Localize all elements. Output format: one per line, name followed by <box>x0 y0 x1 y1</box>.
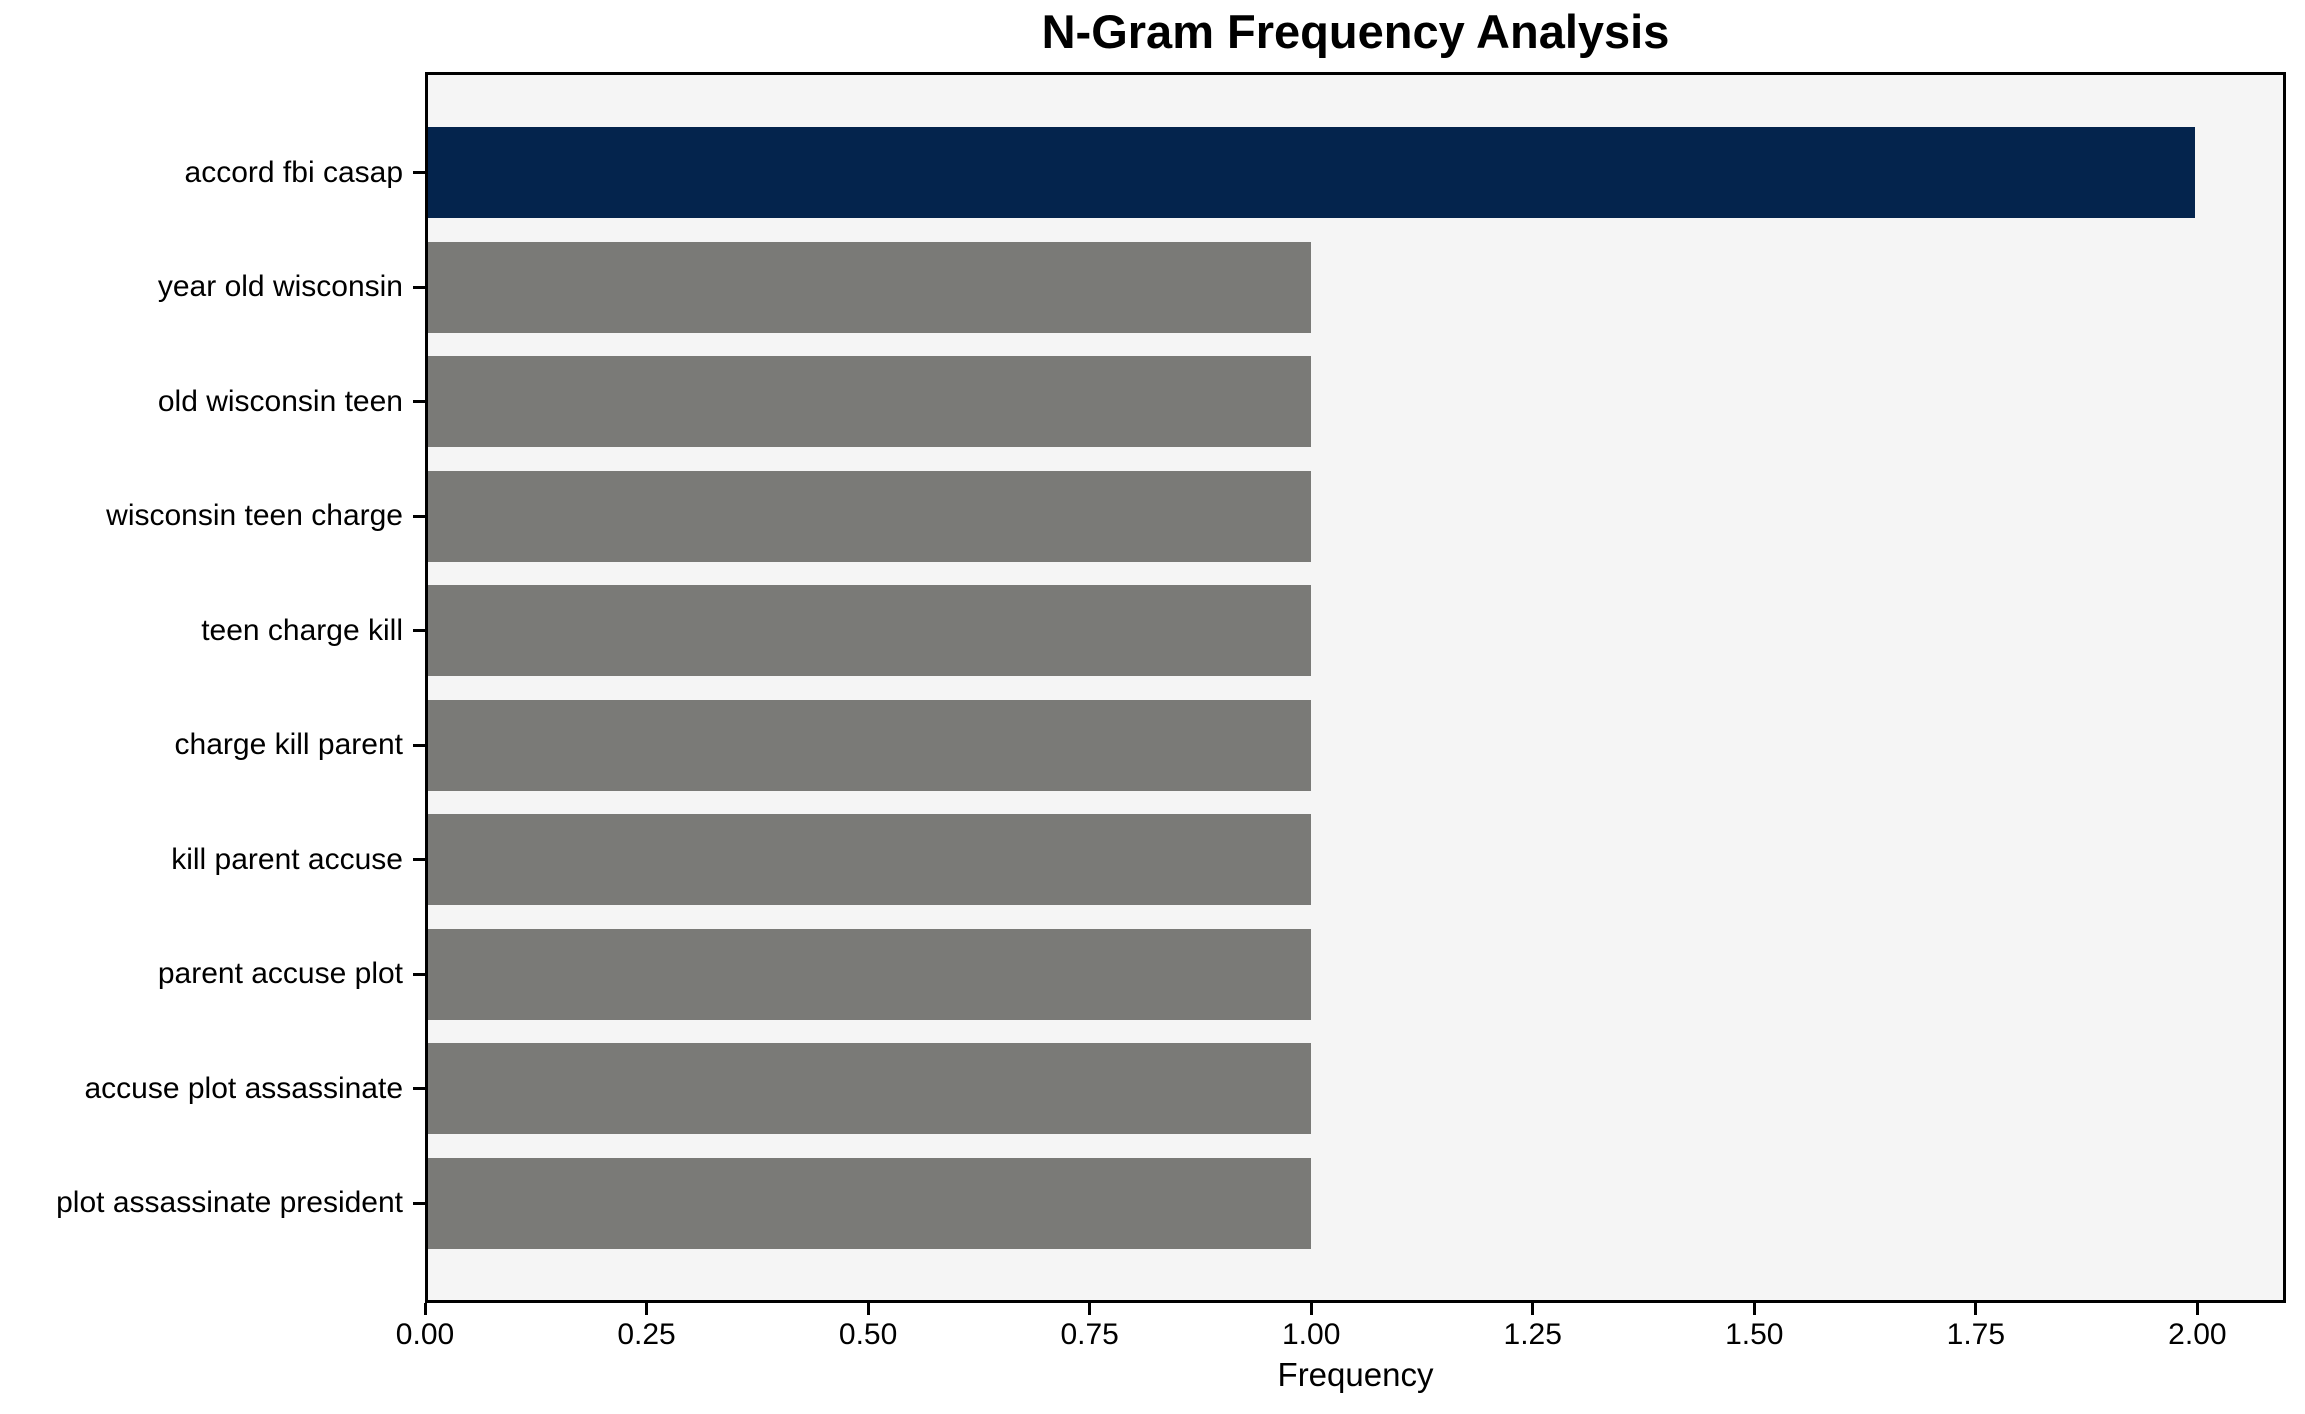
bar <box>428 1043 1311 1134</box>
x-tick-label: 1.25 <box>1503 1318 1562 1351</box>
y-tick-mark <box>413 400 425 403</box>
x-tick-label: 0.50 <box>838 1318 898 1351</box>
y-tick-mark <box>413 1201 425 1205</box>
bar <box>428 585 1311 676</box>
plot-area <box>425 72 2286 1303</box>
x-axis-label: Frequency <box>1277 1356 1434 1393</box>
y-tick-mark <box>413 629 425 632</box>
y-tick-label: charge kill parent <box>174 728 403 761</box>
y-tick-label: wisconsin teen charge <box>106 499 403 532</box>
y-tick-label: accuse plot assassinate <box>84 1071 403 1105</box>
x-tick-label: 1.00 <box>1281 1318 1341 1351</box>
y-tick-label: parent accuse plot <box>157 957 403 990</box>
y-tick-mark <box>413 972 425 976</box>
y-tick-label: plot assassinate president <box>56 1186 403 1219</box>
x-tick-label: 2.00 <box>2168 1318 2227 1351</box>
x-tick-label: 0.00 <box>395 1318 455 1351</box>
x-tick-mark <box>1752 1303 1756 1315</box>
bar <box>428 356 1311 447</box>
bar <box>428 127 2195 218</box>
bar <box>428 1157 1311 1249</box>
y-tick-label: old wisconsin teen <box>157 384 403 418</box>
y-tick-mark <box>413 171 425 174</box>
x-tick-label: 1.50 <box>1725 1318 1784 1351</box>
x-tick-mark <box>866 1303 870 1315</box>
x-tick-mark <box>645 1303 649 1315</box>
bar <box>428 699 1311 791</box>
y-tick-label: accord fbi casap <box>184 155 403 189</box>
y-tick-mark <box>413 743 425 747</box>
x-tick-label: 0.25 <box>617 1318 676 1351</box>
x-tick-mark <box>1088 1303 1092 1315</box>
x-tick-label: 1.75 <box>1946 1318 2006 1351</box>
bar <box>428 470 1311 562</box>
y-tick-label: teen charge kill <box>201 613 403 647</box>
bar <box>428 928 1311 1020</box>
y-tick-label: kill parent accuse <box>171 842 403 876</box>
x-tick-mark <box>2195 1303 2199 1315</box>
x-tick-mark <box>1974 1303 1978 1315</box>
x-tick-mark <box>423 1303 427 1315</box>
y-tick-mark <box>413 514 425 518</box>
x-tick-mark <box>1309 1303 1313 1315</box>
y-tick-mark <box>413 858 425 861</box>
y-tick-label: year old wisconsin <box>157 270 403 303</box>
chart-title: N-Gram Frequency Analysis <box>1041 5 1670 58</box>
y-tick-mark <box>413 285 425 289</box>
bar <box>428 241 1311 333</box>
x-tick-label: 0.75 <box>1060 1318 1119 1351</box>
y-tick-mark <box>413 1087 425 1090</box>
x-tick-mark <box>1531 1303 1535 1315</box>
bar <box>428 814 1311 905</box>
